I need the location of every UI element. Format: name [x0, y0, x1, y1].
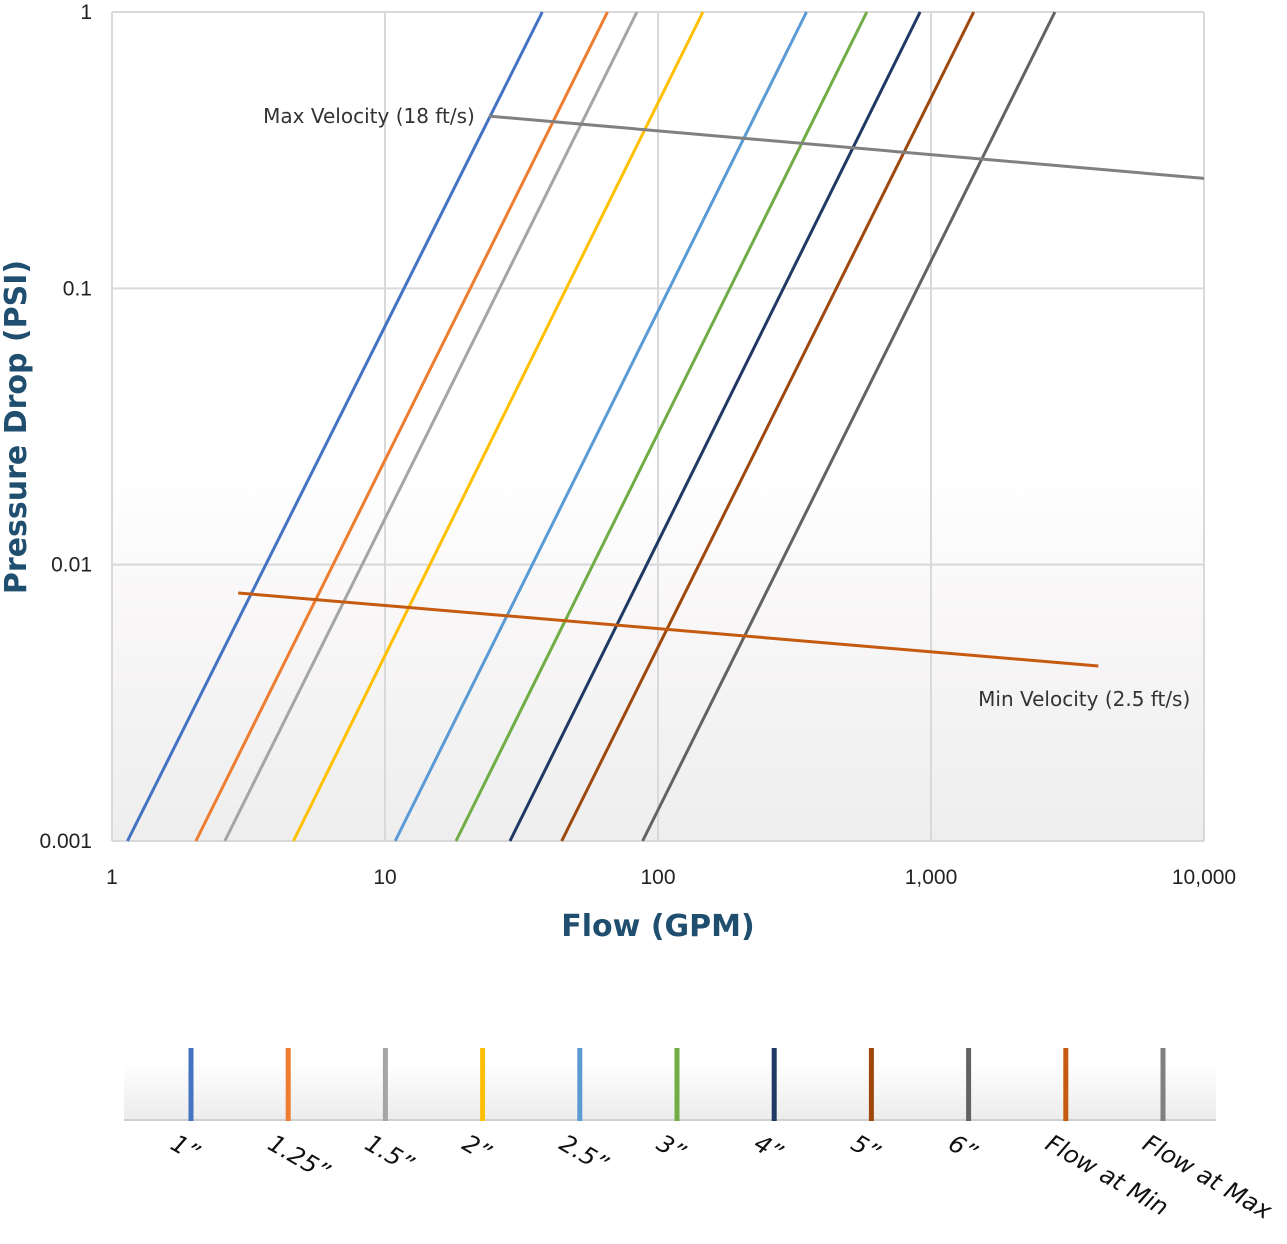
series-line-5: [393, 11, 808, 842]
y-tick-label: 1: [80, 1, 92, 24]
x-tick-label: 1: [106, 866, 118, 889]
series-line-6: [454, 11, 869, 842]
legend-box: [124, 1062, 1216, 1120]
x-tick-label: 10,000: [1172, 866, 1236, 889]
series-line-1: [126, 11, 544, 842]
series-line-3: [223, 11, 639, 842]
series-line-10: [238, 591, 1099, 668]
series-line-9: [641, 11, 1057, 842]
y-tick-labels: 0.001 0.01 0.1 1: [39, 1, 92, 853]
legend-label: 3”: [652, 1129, 690, 1167]
x-tick-label: 100: [640, 866, 675, 889]
legend-label: 1.25”: [263, 1129, 335, 1186]
series-line-7: [508, 11, 922, 842]
annotations: Max Velocity (18 ft/s) Min Velocity (2.5 …: [263, 104, 1190, 711]
legend-label: 2”: [458, 1129, 496, 1167]
legend-label: 4”: [749, 1129, 787, 1167]
min-velocity-annotation: Min Velocity (2.5 ft/s): [978, 687, 1190, 711]
x-tick-label: 1,000: [905, 866, 958, 889]
series-line-4: [292, 11, 705, 842]
legend-label: 1”: [166, 1129, 204, 1167]
series-line-2: [194, 11, 609, 842]
legend-label: 1.5”: [360, 1129, 418, 1179]
x-tick-labels: 1 10 100 1,000 10,000: [106, 866, 1236, 889]
legend-label: 6”: [944, 1129, 982, 1167]
series-line-11: [488, 114, 1205, 180]
x-axis-title: Flow (GPM): [561, 909, 754, 944]
series-lines: [126, 11, 1205, 842]
legend: 1” 1.25” 1.5” 2” 2.5” 3” 4” 5” 6” Flow at MinFlow…: [124, 1048, 1277, 1225]
y-tick-label: 0.1: [63, 277, 92, 300]
max-velocity-annotation: Max Velocity (18 ft/s): [263, 104, 475, 128]
y-tick-label: 0.01: [51, 554, 92, 577]
grid-lines: [111, 11, 1205, 842]
legend-label: 5”: [846, 1129, 884, 1167]
y-axis-title: Pressure Drop (PSI): [0, 260, 34, 594]
x-tick-label: 10: [373, 866, 396, 889]
series-line-8: [560, 11, 976, 842]
legend-label: 2.5”: [555, 1129, 613, 1179]
y-tick-label: 0.001: [39, 830, 92, 853]
